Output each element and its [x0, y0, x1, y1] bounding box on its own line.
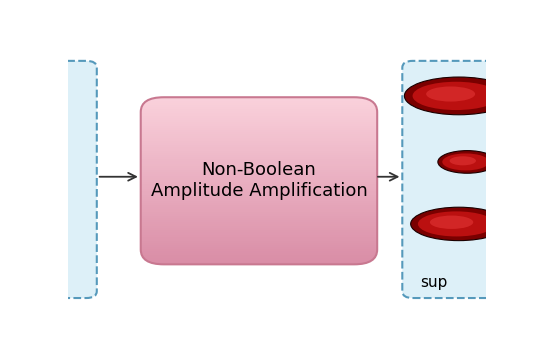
Bar: [141, 161, 377, 164]
Bar: [141, 178, 377, 181]
Bar: [141, 199, 377, 202]
Bar: [141, 251, 377, 254]
Bar: [141, 245, 377, 248]
Text: Non-Boolean
Amplitude Amplification: Non-Boolean Amplitude Amplification: [151, 161, 367, 200]
Bar: [141, 256, 377, 258]
Ellipse shape: [418, 211, 495, 237]
Bar: [141, 253, 377, 256]
Bar: [141, 260, 377, 262]
Bar: [141, 105, 377, 108]
Bar: [141, 262, 377, 264]
Bar: [141, 168, 377, 170]
Bar: [141, 134, 377, 137]
Bar: [141, 212, 377, 214]
Bar: [141, 232, 377, 235]
Bar: [141, 197, 377, 199]
Ellipse shape: [430, 216, 473, 229]
FancyBboxPatch shape: [402, 61, 519, 298]
Bar: [141, 163, 377, 166]
Bar: [141, 243, 377, 246]
Bar: [141, 224, 377, 227]
Bar: [141, 226, 377, 229]
Bar: [141, 97, 377, 99]
Bar: [141, 99, 377, 101]
Bar: [141, 116, 377, 118]
Bar: [141, 180, 377, 183]
Ellipse shape: [411, 207, 507, 240]
Bar: [141, 174, 377, 177]
Ellipse shape: [404, 77, 513, 115]
Bar: [141, 113, 377, 116]
Bar: [141, 107, 377, 110]
Bar: [141, 249, 377, 252]
Bar: [141, 109, 377, 112]
Bar: [141, 159, 377, 162]
Bar: [141, 147, 377, 149]
Bar: [141, 130, 377, 133]
Bar: [141, 241, 377, 244]
Bar: [141, 214, 377, 216]
Ellipse shape: [413, 82, 500, 110]
Bar: [141, 124, 377, 126]
Bar: [141, 155, 377, 158]
Bar: [141, 234, 377, 237]
Bar: [141, 103, 377, 106]
Ellipse shape: [438, 150, 496, 173]
Bar: [141, 126, 377, 128]
Bar: [141, 193, 377, 195]
Bar: [141, 136, 377, 139]
Bar: [141, 111, 377, 114]
Bar: [141, 208, 377, 210]
Bar: [141, 120, 377, 122]
Bar: [141, 132, 377, 135]
Bar: [141, 239, 377, 241]
Bar: [141, 195, 377, 197]
Bar: [141, 151, 377, 154]
Bar: [141, 230, 377, 233]
Bar: [141, 210, 377, 212]
Bar: [141, 170, 377, 173]
Bar: [141, 201, 377, 204]
FancyBboxPatch shape: [141, 97, 377, 264]
Bar: [141, 141, 377, 143]
Ellipse shape: [442, 153, 489, 170]
Bar: [141, 153, 377, 156]
Bar: [141, 139, 377, 141]
Bar: [141, 128, 377, 131]
Bar: [141, 182, 377, 185]
Bar: [141, 228, 377, 231]
Bar: [141, 205, 377, 208]
Bar: [141, 216, 377, 218]
Bar: [141, 101, 377, 104]
Bar: [141, 189, 377, 191]
Bar: [141, 157, 377, 160]
Bar: [141, 220, 377, 223]
Bar: [141, 222, 377, 225]
Bar: [141, 184, 377, 187]
Bar: [141, 237, 377, 239]
Bar: [141, 166, 377, 168]
FancyBboxPatch shape: [30, 61, 97, 298]
Bar: [141, 172, 377, 175]
Bar: [141, 176, 377, 179]
Ellipse shape: [426, 86, 475, 102]
Bar: [141, 118, 377, 120]
Ellipse shape: [450, 156, 476, 165]
Bar: [141, 122, 377, 124]
Bar: [141, 187, 377, 189]
Text: sup: sup: [420, 275, 447, 290]
Bar: [141, 247, 377, 250]
Bar: [141, 143, 377, 145]
Bar: [141, 258, 377, 260]
Bar: [141, 191, 377, 193]
Bar: [141, 149, 377, 152]
Bar: [141, 218, 377, 220]
Bar: [141, 145, 377, 147]
Bar: [141, 203, 377, 206]
